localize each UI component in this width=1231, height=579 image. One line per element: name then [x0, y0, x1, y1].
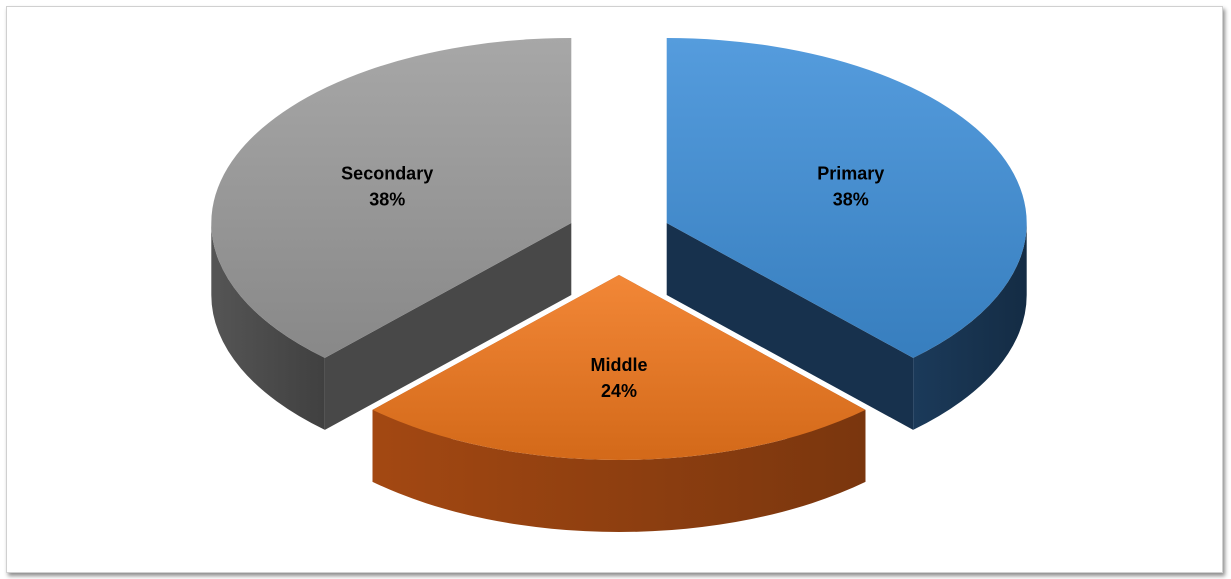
- slice-label-percent: 38%: [833, 190, 869, 210]
- pie-chart: Primary 38% Middle 24% Secondary 38%: [211, 38, 1027, 532]
- slice-label-percent: 24%: [601, 381, 637, 401]
- pie-slice-secondary: [211, 38, 572, 430]
- slice-label-name: Primary: [817, 164, 884, 184]
- slice-label-percent: 38%: [369, 190, 405, 210]
- slice-outer-side: [211, 223, 325, 430]
- slice-outer-side: [913, 223, 1027, 430]
- chart-frame: Primary 38% Middle 24% Secondary 38%: [6, 6, 1223, 573]
- pie-slice-middle: [372, 275, 866, 532]
- pie-slice-primary: [666, 38, 1027, 430]
- slice-top: [666, 38, 1027, 358]
- slice-wall: [324, 223, 572, 430]
- slice-top: [372, 275, 866, 460]
- slice-top: [211, 38, 572, 358]
- slice-outer-side: [372, 409, 866, 532]
- slice-label-name: Middle: [591, 355, 648, 375]
- slice-wall: [666, 223, 914, 430]
- slice-label-name: Secondary: [341, 164, 433, 184]
